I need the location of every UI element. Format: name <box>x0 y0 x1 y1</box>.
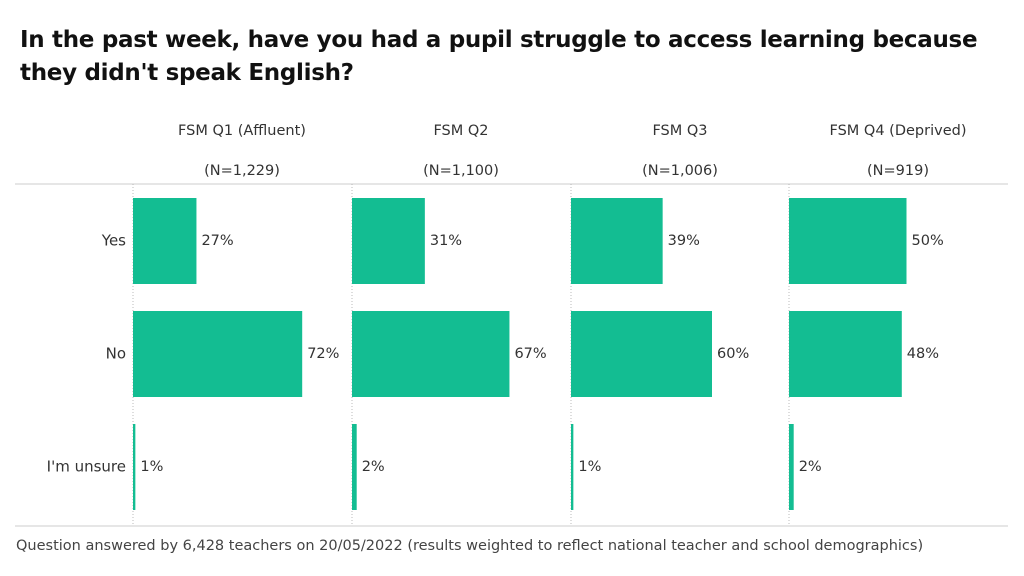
bar <box>789 424 794 510</box>
value-label: 60% <box>717 346 749 362</box>
value-label: 1% <box>578 459 601 475</box>
value-label: 31% <box>430 233 462 249</box>
panel-title: FSM Q3 <box>652 123 707 139</box>
bar <box>789 311 902 397</box>
footnote: Question answered by 6,428 teachers on 2… <box>16 538 924 554</box>
value-label: 48% <box>907 346 939 362</box>
value-label: 50% <box>912 233 944 249</box>
value-label: 1% <box>140 459 163 475</box>
bar <box>133 311 303 397</box>
category-label: I'm unsure <box>47 458 126 476</box>
bar <box>571 198 663 284</box>
panel-subtitle: (N=1,006) <box>642 163 718 179</box>
bar <box>571 311 712 397</box>
panel-subtitle: (N=1,100) <box>423 163 499 179</box>
value-label: 2% <box>362 459 385 475</box>
bar <box>133 424 136 510</box>
panel-subtitle: (N=1,229) <box>204 163 280 179</box>
bar <box>789 198 907 284</box>
bar <box>352 198 425 284</box>
panel-title: FSM Q4 (Deprived) <box>830 123 967 139</box>
panel-title: FSM Q1 (Affluent) <box>178 123 306 139</box>
bar <box>571 424 574 510</box>
bar <box>133 198 197 284</box>
category-label: No <box>106 345 126 363</box>
bar <box>352 424 357 510</box>
value-label: 27% <box>201 233 233 249</box>
bar <box>352 311 510 397</box>
panel-subtitle: (N=919) <box>867 163 929 179</box>
category-label: Yes <box>101 232 126 250</box>
title: In the past week, have you had a pupil s… <box>20 27 978 86</box>
value-label: 2% <box>799 459 822 475</box>
panel-title: FSM Q2 <box>433 123 488 139</box>
value-label: 39% <box>668 233 700 249</box>
value-label: 67% <box>514 346 546 362</box>
value-label: 72% <box>307 346 339 362</box>
